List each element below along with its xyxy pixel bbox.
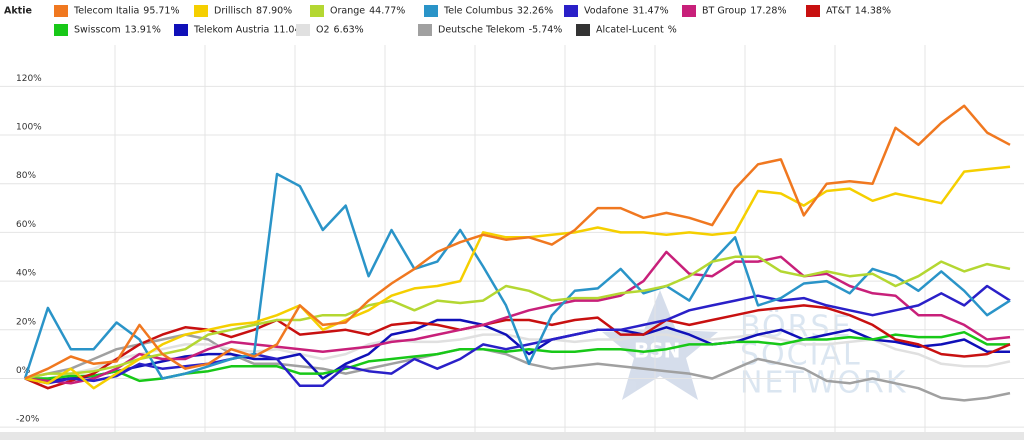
legend-change: 44.77%	[369, 6, 405, 17]
legend-swatch	[564, 5, 578, 17]
legend-change: 6.63%	[334, 25, 364, 36]
legend-change: 32.26%	[517, 6, 553, 17]
legend-swatch	[806, 5, 820, 17]
legend-label: Swisscom	[74, 25, 121, 36]
legend-swatch	[418, 24, 432, 36]
y-tick-label: 100%	[16, 123, 42, 133]
legend-label: AT&T	[826, 6, 851, 17]
legend-swatch	[194, 5, 208, 17]
legend-label: Drillisch	[214, 6, 252, 17]
y-tick-label: 80%	[16, 171, 36, 181]
legend-change: 13.91%	[125, 25, 161, 36]
legend-header: Aktie	[4, 6, 32, 17]
legend-label: Orange	[330, 6, 365, 17]
legend-change: 11.04%	[273, 25, 309, 36]
legend-label: Vodafone	[584, 6, 629, 17]
legend-change: 14.38%	[855, 6, 891, 17]
y-tick-label: 20%	[16, 317, 36, 327]
legend-label: Deutsche Telekom	[438, 25, 525, 36]
legend-change: 95.71%	[143, 6, 179, 17]
bottom-strip	[0, 432, 1024, 440]
legend-swatch	[682, 5, 696, 17]
series-line	[24, 104, 1011, 380]
legend-swatch	[424, 5, 438, 17]
legend-swatch	[310, 5, 324, 17]
legend-change: 87.90%	[256, 6, 292, 17]
legend-swatch	[54, 24, 68, 36]
series-line	[24, 284, 1011, 388]
watermark-text: NETWORK	[740, 366, 908, 401]
legend-change: %	[668, 25, 677, 36]
legend-label: Alcatel-Lucent	[596, 25, 664, 36]
y-tick-label: 0%	[16, 366, 31, 376]
legend-swatch	[174, 24, 188, 36]
y-tick-label: 60%	[16, 220, 36, 230]
series-line	[24, 304, 1011, 390]
series-line	[23, 172, 1011, 380]
y-tick-label: 40%	[16, 269, 36, 279]
legend-change: 31.47%	[632, 6, 668, 17]
legend-swatch	[296, 24, 310, 36]
series-line	[24, 250, 1011, 385]
y-tick-label: 120%	[16, 74, 42, 84]
legend-change: 17.28%	[750, 6, 786, 17]
legend-label: Telecom Italia	[73, 6, 139, 17]
legend-label: Telekom Austria	[193, 25, 269, 36]
legend-label: O2	[316, 25, 330, 36]
legend-label: BT Group	[702, 6, 746, 17]
series-line	[24, 255, 1011, 380]
legend-swatch	[54, 5, 68, 17]
series-line	[24, 333, 1011, 402]
legend-swatch	[576, 24, 590, 36]
legend-change: -5.74%	[529, 25, 563, 36]
y-tick-label: -20%	[16, 415, 40, 425]
legend-label: Tele Columbus	[443, 6, 513, 17]
